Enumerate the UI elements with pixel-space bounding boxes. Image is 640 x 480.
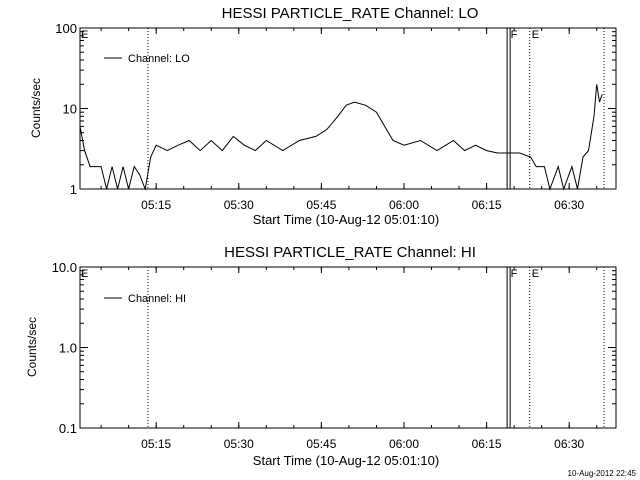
legend-label: Channel: LO — [128, 53, 190, 65]
series-line — [79, 84, 603, 191]
event-marker-label: F — [511, 268, 518, 280]
x-tick-label: 05:15 — [141, 198, 171, 212]
plot-frame — [79, 27, 617, 190]
y-tick-label: 1 — [70, 182, 77, 197]
event-marker-label: E — [81, 29, 88, 41]
x-tick-label: 05:15 — [141, 437, 171, 451]
x-axis-label: Start Time (10-Aug-12 05:01:10) — [253, 212, 439, 227]
x-tick-label: 06:30 — [554, 198, 584, 212]
x-tick-label: 06:30 — [554, 437, 584, 451]
y-tick-label: 1.0 — [59, 341, 77, 356]
event-marker-label: E — [81, 268, 88, 280]
x-axis-label: Start Time (10-Aug-12 05:01:10) — [253, 453, 439, 468]
x-tick-label: 05:45 — [306, 198, 336, 212]
event-marker-label: E — [532, 29, 539, 41]
timestamp: 10-Aug-2012 22:45 — [568, 469, 637, 478]
x-tick-label: 06:00 — [389, 198, 419, 212]
x-tick-label: 05:30 — [224, 437, 254, 451]
x-tick-label: 05:45 — [306, 437, 336, 451]
y-axis-label: Counts/sec — [29, 78, 43, 138]
panel-channel-hi: HESSI PARTICLE_RATE Channel: HI Counts/s… — [25, 244, 617, 468]
y-tick-label: 0.1 — [59, 421, 77, 436]
event-marker-label: F — [511, 29, 518, 41]
chart-title: HESSI PARTICLE_RATE Channel: HI — [224, 244, 476, 261]
legend-label: Channel: HI — [128, 293, 186, 305]
plot-frame — [79, 266, 617, 429]
x-tick-label: 06:15 — [472, 198, 502, 212]
x-tick-label: 05:30 — [224, 198, 254, 212]
event-marker-label: E — [532, 268, 539, 280]
y-tick-label: 100 — [55, 21, 77, 36]
panel-channel-lo: HESSI PARTICLE_RATE Channel: LO Counts/s… — [29, 5, 617, 227]
y-tick-label: 10.0 — [52, 260, 77, 275]
y-tick-label: 10 — [63, 102, 77, 117]
chart-title: HESSI PARTICLE_RATE Channel: LO — [222, 5, 479, 22]
y-axis-label: Counts/sec — [25, 317, 39, 377]
x-tick-label: 06:00 — [389, 437, 419, 451]
x-tick-label: 06:15 — [472, 437, 502, 451]
